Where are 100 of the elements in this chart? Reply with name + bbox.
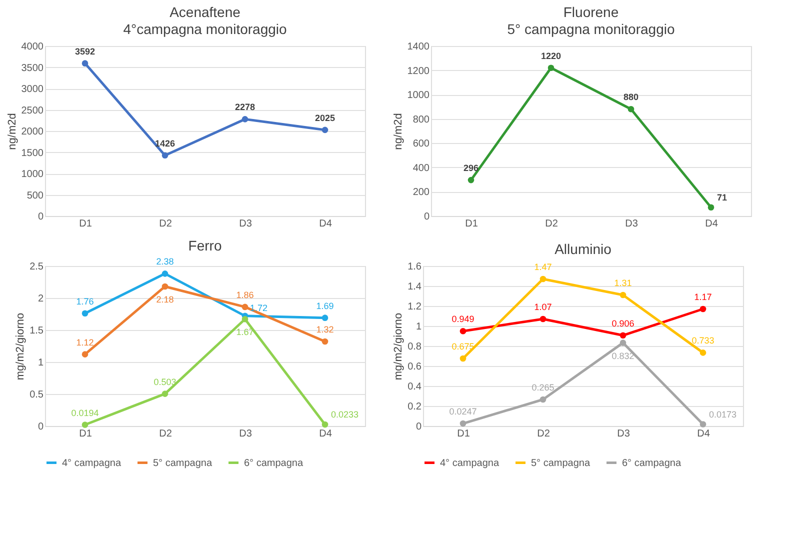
- x-tick-label: D3: [617, 428, 630, 440]
- point: [322, 126, 328, 134]
- data-label: 1.72: [250, 302, 268, 313]
- chart-title: Ferro: [188, 238, 222, 254]
- y-axis-title: mg/m2/giorno: [14, 312, 27, 380]
- data-label: 2.18: [156, 294, 174, 304]
- y-tick-label: 0: [38, 212, 44, 222]
- point: [460, 420, 466, 427]
- data-label: 0.906: [612, 318, 634, 328]
- data-label: 1.86: [236, 290, 254, 300]
- data-label: 2.38: [156, 256, 174, 267]
- point: [322, 338, 328, 345]
- chart-subtitle: 4°campagna monitoraggio: [123, 21, 288, 37]
- x-tick-label: D4: [705, 218, 718, 230]
- y-tick-label: 600: [412, 138, 430, 150]
- chart-subtitle: 5° campagna monitoraggio: [507, 21, 675, 37]
- data-label: 880: [623, 92, 639, 102]
- y-tick-label: 1.2: [408, 302, 422, 312]
- y-tick-label: 3000: [21, 84, 44, 95]
- legend-label: 5° campagna: [153, 458, 212, 469]
- x-tick-label: D1: [465, 218, 478, 230]
- y-tick-label: 4000: [21, 42, 44, 52]
- data-label: 0.0233: [331, 410, 359, 420]
- data-label: 3592: [74, 46, 96, 56]
- point: [620, 340, 626, 346]
- data-label: 0.265: [532, 382, 554, 392]
- point: [540, 396, 546, 403]
- y-tick-label: 0: [424, 212, 430, 222]
- y-tick-label: 400: [412, 162, 430, 174]
- y-tick-label: 1400: [407, 42, 430, 52]
- data-label: 1426: [154, 138, 176, 148]
- data-label: 1.32: [316, 324, 334, 335]
- y-axis-title: mg/m2/giorno: [392, 312, 405, 380]
- chart-title: Fluorene: [563, 4, 619, 20]
- y-tick-label: 1500: [21, 148, 44, 159]
- data-label: 0.0247: [449, 406, 477, 417]
- y-tick-label: 500: [26, 190, 44, 202]
- data-label: 2278: [234, 102, 256, 112]
- point: [322, 421, 328, 428]
- x-tick-label: D2: [159, 428, 172, 440]
- point: [322, 314, 328, 321]
- legend-label: 5° campagna: [531, 458, 590, 469]
- data-label: 1.69: [316, 300, 334, 311]
- point: [708, 204, 714, 211]
- x-tick-label: D4: [319, 428, 332, 440]
- point: [700, 421, 706, 428]
- point: [468, 176, 474, 184]
- point: [162, 270, 168, 277]
- data-label: 2025: [314, 112, 336, 123]
- point: [628, 106, 634, 112]
- y-tick-label: 2: [38, 294, 44, 304]
- data-label: 296: [463, 163, 479, 174]
- y-tick-label: 1000: [407, 90, 430, 102]
- y-tick-label: 1.4: [408, 282, 422, 292]
- data-label: 1.76: [76, 296, 94, 306]
- y-tick-label: 0: [416, 422, 422, 432]
- chart-title: Alluminio: [554, 241, 612, 257]
- x-tick-label: D4: [319, 218, 332, 230]
- x-tick-label: D4: [697, 428, 710, 440]
- x-tick-label: D3: [239, 428, 252, 440]
- y-tick-label: 2000: [21, 126, 44, 138]
- legend-label: 6° campagna: [622, 458, 682, 469]
- y-axis-title: ng/m2d: [392, 113, 404, 150]
- point: [700, 350, 706, 356]
- x-tick-label: D2: [545, 218, 558, 230]
- data-label: 1220: [540, 50, 562, 61]
- x-tick-label: D1: [79, 428, 92, 440]
- data-label: 0.0173: [709, 409, 737, 420]
- y-tick-label: 0.2: [408, 402, 422, 412]
- y-tick-label: 3500: [21, 62, 44, 74]
- data-label: 1.12: [76, 337, 94, 348]
- y-tick-label: 0.4: [408, 382, 422, 392]
- y-tick-label: 1.5: [30, 326, 44, 336]
- point: [82, 60, 88, 66]
- data-label: 1.47: [534, 262, 552, 272]
- data-label: 0.949: [452, 314, 474, 324]
- legend-label: 4° campagna: [440, 458, 500, 469]
- x-tick-label: D2: [159, 218, 172, 230]
- y-tick-label: 2500: [21, 105, 44, 116]
- x-tick-label: D3: [625, 218, 638, 230]
- point: [82, 422, 88, 428]
- point: [460, 328, 466, 334]
- point: [242, 316, 248, 322]
- point: [620, 292, 626, 298]
- y-tick-label: 0.6: [408, 362, 422, 372]
- x-tick-label: D1: [79, 218, 92, 230]
- y-tick-label: 0: [38, 422, 44, 432]
- y-axis-title: ng/m2d: [6, 113, 18, 150]
- y-tick-label: 200: [412, 187, 430, 198]
- data-label: 1.17: [694, 292, 712, 302]
- data-label: 1.07: [534, 302, 552, 312]
- y-tick-label: 0.5: [30, 390, 44, 400]
- x-tick-label: D2: [537, 428, 550, 440]
- data-label: 71: [717, 192, 728, 202]
- y-tick-label: 1.6: [408, 262, 422, 272]
- point: [162, 390, 168, 397]
- data-label: 1.31: [614, 278, 632, 288]
- chart-title: Acenaftene: [170, 4, 241, 20]
- legend-label: 4° campagna: [62, 458, 122, 469]
- point: [162, 152, 168, 159]
